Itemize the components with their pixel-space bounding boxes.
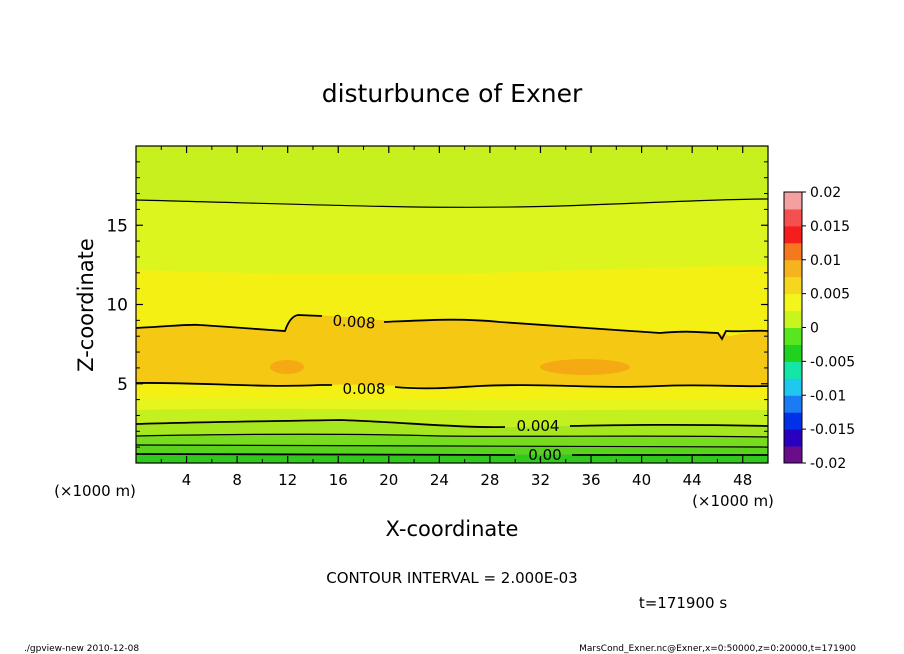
colorbar-tick-label: -0.02	[810, 456, 846, 472]
contour-line-0p008-upper	[136, 314, 768, 341]
y-axis-ticks: 5 10 15	[106, 161, 768, 448]
colorbar-band	[784, 192, 802, 210]
contour-label-0p004: 0.004	[517, 417, 560, 435]
field-max-right	[540, 359, 630, 375]
y-tick-label: 10	[106, 296, 128, 316]
x-axis-ticks: 4 8 12 16 20 24 28 32 36 40 44 48	[160, 146, 752, 489]
colorbar-band	[784, 242, 802, 261]
colorbar-tick-label: 0.005	[810, 287, 850, 303]
colorbar-band	[784, 361, 802, 379]
colorbar	[784, 192, 802, 464]
x-tick-label: 28	[480, 471, 499, 489]
colorbar-band	[784, 310, 802, 328]
y-axis-unit: (×1000 m)	[54, 482, 136, 500]
colorbar-band	[784, 327, 802, 345]
time-stamp: t=171900 s	[639, 594, 727, 612]
colorbar-tick-label: -0.005	[810, 354, 855, 370]
x-tick-label: 48	[733, 471, 752, 489]
colorbar-tick-label: -0.01	[810, 388, 846, 404]
x-tick-label: 16	[329, 471, 348, 489]
contour-line-0p003	[136, 433, 768, 438]
x-tick-label: 44	[683, 471, 702, 489]
chart-title: disturbunce of Exner	[322, 79, 583, 108]
x-axis-unit: (×1000 m)	[692, 492, 774, 510]
colorbar-band	[784, 293, 802, 312]
contour-line-0p002	[136, 444, 768, 448]
footer-left: ./gpview-new 2010-12-08	[24, 644, 139, 654]
contour-line-0p004	[136, 419, 768, 429]
colorbar-tick-label: 0	[810, 321, 819, 337]
colorbar-tick-label: -0.015	[810, 422, 855, 438]
x-tick-label: 40	[632, 471, 651, 489]
colorbar-tick-label: 0.02	[810, 185, 841, 201]
footer-right: MarsCond_Exner.nc@Exner,x=0:50000,z=0:20…	[579, 644, 856, 654]
colorbar-band	[784, 395, 802, 413]
colorbar-band	[784, 412, 802, 430]
x-tick-label: 36	[581, 471, 600, 489]
x-tick-label: 20	[379, 471, 398, 489]
colorbar-band	[784, 208, 802, 227]
contour-interval-note: CONTOUR INTERVAL = 2.000E-03	[326, 569, 577, 587]
contour-label-0p008-lower: 0.008	[343, 380, 386, 398]
colorbar-band	[784, 378, 802, 396]
colorbar-band	[784, 446, 802, 464]
contour-label-0p008-upper: 0.008	[332, 312, 376, 333]
colorbar-band	[784, 429, 802, 447]
contour-line-0p008-lower	[136, 381, 768, 390]
contour-lines	[136, 198, 768, 456]
colorbar-tick-label: 0.015	[810, 219, 850, 235]
field-band-0p001	[136, 454, 768, 463]
x-tick-label: 12	[278, 471, 297, 489]
colorbar-tick-label: 0.01	[810, 253, 841, 269]
field-max-left	[270, 360, 304, 374]
x-tick-label: 24	[430, 471, 449, 489]
contour-line-0p000	[136, 453, 768, 456]
x-tick-label: 32	[531, 471, 550, 489]
colorbar-band	[784, 259, 802, 278]
x-tick-label: 4	[182, 471, 192, 489]
y-tick-label: 15	[106, 216, 128, 236]
contour-line-upper	[136, 198, 768, 208]
colorbar-band	[784, 344, 802, 362]
contour-label-0p00: 0.00	[528, 446, 561, 464]
x-axis-label: X-coordinate	[386, 517, 519, 541]
y-axis-label: Z-coordinate	[74, 238, 98, 372]
field-layers	[136, 146, 768, 463]
colorbar-band	[784, 276, 802, 295]
y-tick-label: 5	[117, 375, 128, 395]
x-tick-label: 8	[232, 471, 242, 489]
colorbar-ticks: 0.02 0.015 0.01 0.005 0 -0.005 -0.01 -0.015 -0.0…	[802, 185, 855, 472]
colorbar-band	[784, 225, 802, 244]
